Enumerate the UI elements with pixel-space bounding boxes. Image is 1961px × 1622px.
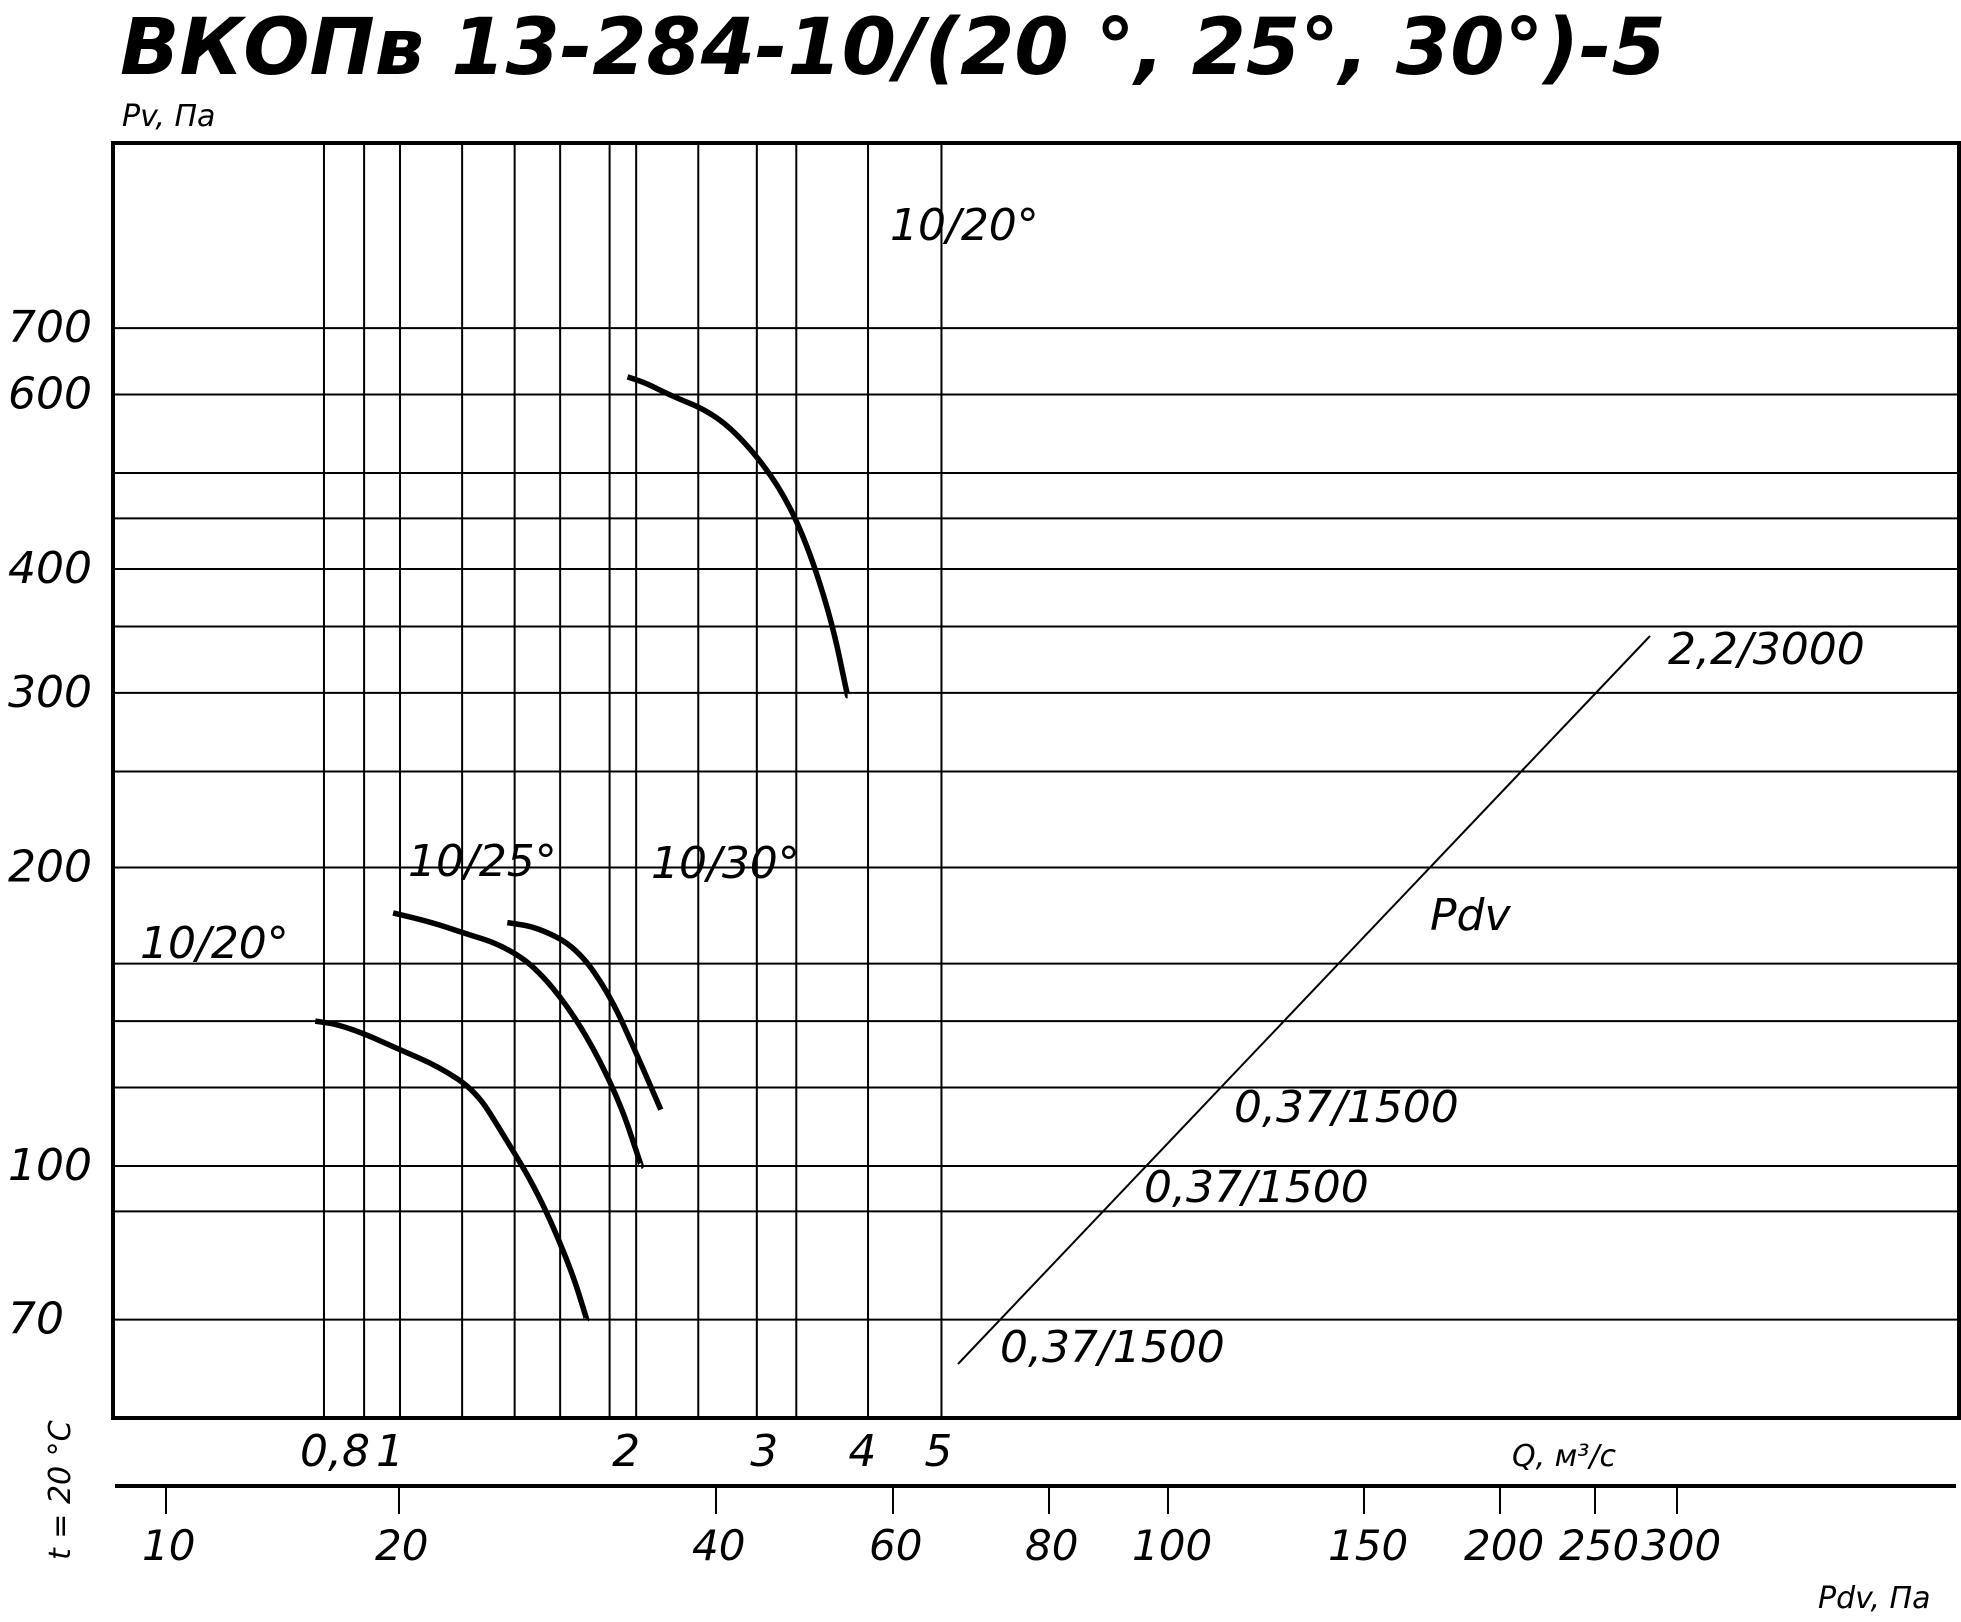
x-axis-label: Q, м³/с bbox=[1512, 1439, 1616, 1474]
pdv-line-label: Pdv bbox=[1430, 890, 1511, 941]
temperature-label: t = 20 °C bbox=[43, 1420, 78, 1560]
curve-end-label: 2,2/3000 bbox=[1668, 624, 1865, 675]
curve-series-2 bbox=[392, 910, 644, 1169]
curve-end-label: 0,37/1500 bbox=[1234, 1082, 1459, 1133]
x-tick-label: 1 bbox=[376, 1426, 404, 1477]
curve-name-label: 10/20° bbox=[140, 918, 289, 969]
y-tick-label: 600 bbox=[8, 368, 92, 419]
y-tick-label: 100 bbox=[8, 1140, 92, 1191]
y-tick-label: 200 bbox=[8, 842, 92, 893]
performance-curves: 10/20° 2,2/3000 10/20° 0,37/1500 10/25° 0,37/… bbox=[140, 200, 1865, 1373]
curve-series-3 bbox=[506, 919, 664, 1111]
y-axis-label: Pv, Па bbox=[122, 99, 215, 134]
curve-name-label: 10/25° bbox=[408, 836, 557, 887]
x-tick-label: 4 bbox=[848, 1426, 876, 1477]
pdv-axis-ticks: 10 20 40 60 80 100 150 200 250 300 bbox=[142, 1486, 1721, 1570]
pdv-line bbox=[957, 635, 1651, 1365]
curve-end-label: 0,37/1500 bbox=[1144, 1162, 1369, 1213]
plot-frame bbox=[111, 141, 1961, 1420]
pdv-axis-label: Pdv, Па bbox=[1818, 1581, 1930, 1616]
y-tick-label: 70 bbox=[8, 1294, 64, 1345]
pdv-tick-label: 80 bbox=[1025, 1521, 1078, 1570]
y-tick-label: 400 bbox=[8, 543, 92, 594]
x-axis-ticks: 0,8 1 2 3 4 5 bbox=[300, 1426, 952, 1477]
vertical-grid bbox=[322, 143, 943, 1418]
pdv-tick-label: 10 bbox=[142, 1521, 195, 1570]
pdv-tick-label: 200 bbox=[1464, 1521, 1544, 1570]
pdv-tick-label: 60 bbox=[869, 1521, 922, 1570]
y-axis-ticks: 700 600 400 300 200 100 70 bbox=[8, 302, 92, 1345]
y-tick-label: 700 bbox=[8, 302, 92, 353]
curve-series-0 bbox=[626, 374, 851, 699]
curve-series-1 bbox=[314, 1018, 590, 1323]
pdv-tick-label: 300 bbox=[1641, 1521, 1721, 1570]
curve-name-label: 10/20° bbox=[890, 200, 1039, 251]
pdv-tick-label: 40 bbox=[692, 1521, 745, 1570]
chart-title: ВКОПв 13-284-10/(20 °, 25°, 30°)-5 bbox=[120, 3, 1666, 93]
pdv-tick-label: 150 bbox=[1328, 1521, 1408, 1570]
pdv-tick-label: 250 bbox=[1559, 1521, 1639, 1570]
x-tick-label: 2 bbox=[612, 1426, 640, 1477]
horizontal-grid bbox=[113, 327, 1959, 1321]
x-tick-label: 3 bbox=[750, 1426, 778, 1477]
pdv-tick-label: 100 bbox=[1132, 1521, 1212, 1570]
pdv-tick-label: 20 bbox=[375, 1521, 428, 1570]
y-tick-label: 300 bbox=[8, 667, 92, 718]
x-tick-label: 0,8 bbox=[300, 1426, 370, 1477]
curve-name-label: 10/30° bbox=[651, 838, 800, 889]
x-tick-label: 5 bbox=[924, 1426, 952, 1477]
curve-end-label: 0,37/1500 bbox=[1000, 1322, 1225, 1373]
